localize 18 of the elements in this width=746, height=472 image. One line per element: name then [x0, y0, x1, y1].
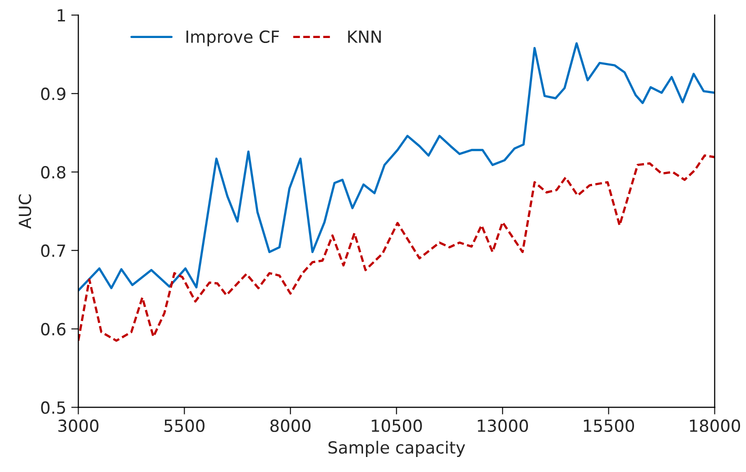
legend-label: KNN [348, 30, 381, 43]
x-tick-label: 5500 [164, 419, 204, 432]
y-tick-label: 0.5 [41, 401, 66, 414]
x-tick-label: 3000 [58, 419, 98, 432]
y-tick-label: 0.7 [41, 244, 66, 258]
y-tick-label: 0.6 [41, 322, 66, 336]
x-tick-label: 8000 [270, 419, 311, 432]
x-tick-label: 18000 [690, 419, 740, 432]
y-tick-label: 1 [58, 9, 65, 22]
y-axis-title: AUC [18, 194, 32, 229]
legend-label: Improve CF [186, 30, 279, 46]
x-tick-label: 10500 [372, 419, 422, 432]
line-series [78, 154, 715, 342]
x-tick-label: 13000 [478, 419, 528, 432]
x-tick-label: 15500 [584, 419, 634, 432]
x-axis-title: Sample capacity [328, 440, 466, 457]
y-tick-label: 0.9 [41, 88, 66, 100]
y-tick-label: 0.8 [41, 166, 66, 179]
